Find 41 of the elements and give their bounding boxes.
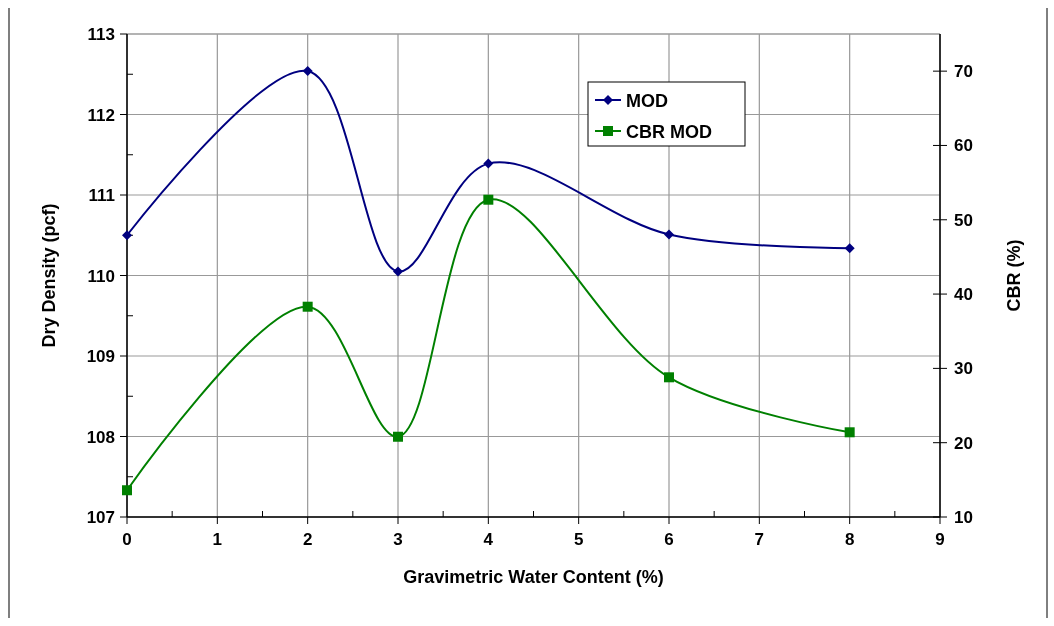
- point: [393, 431, 403, 442]
- point: [302, 66, 313, 77]
- y-tick-label: 112: [87, 105, 115, 125]
- x-tick-label: 0: [122, 530, 132, 549]
- x-tick-label: 3: [393, 530, 403, 549]
- point: [122, 230, 132, 241]
- legend-label: MOD: [626, 91, 668, 111]
- x-tick-label: 5: [573, 530, 584, 549]
- point: [483, 158, 494, 169]
- x-tick-label: 7: [754, 530, 765, 549]
- y-tick-label: 111: [88, 186, 115, 205]
- y2-tick-label: 40: [954, 285, 973, 305]
- x-axis-title: Gravimetric Water Content (%): [403, 567, 664, 587]
- y-tick-label: 108: [86, 427, 115, 447]
- y-tick-label: 109: [86, 347, 115, 366]
- y-tick-label: 110: [87, 266, 115, 286]
- x-tick-label: 2: [302, 530, 313, 549]
- point: [664, 372, 674, 383]
- y2-tick-label: 20: [954, 433, 973, 453]
- point: [122, 485, 132, 496]
- x-tick-label: 1: [212, 530, 223, 549]
- x-tick-label: 4: [483, 530, 494, 549]
- legend-label: CBR MOD: [626, 122, 712, 142]
- point: [844, 243, 855, 254]
- x-tick-label: 8: [844, 530, 855, 549]
- point: [302, 301, 313, 312]
- point: [844, 427, 855, 438]
- y2-tick-label: 10: [954, 508, 973, 527]
- y-tick-label: 107: [86, 508, 115, 527]
- x-tick-label: 6: [664, 530, 674, 549]
- point: [393, 266, 403, 277]
- y2-axis-title: CBR (%): [1004, 239, 1024, 312]
- y-axis-title: Dry Density (pcf): [39, 203, 59, 348]
- x-tick-label: 9: [935, 530, 945, 549]
- point: [664, 229, 674, 240]
- y2-tick-label: 70: [954, 62, 973, 82]
- y2-tick-label: 30: [954, 359, 973, 379]
- y-tick-label: 113: [87, 25, 115, 44]
- y2-tick-label: 60: [954, 136, 973, 156]
- y2-tick-label: 50: [954, 210, 973, 230]
- point: [483, 194, 494, 205]
